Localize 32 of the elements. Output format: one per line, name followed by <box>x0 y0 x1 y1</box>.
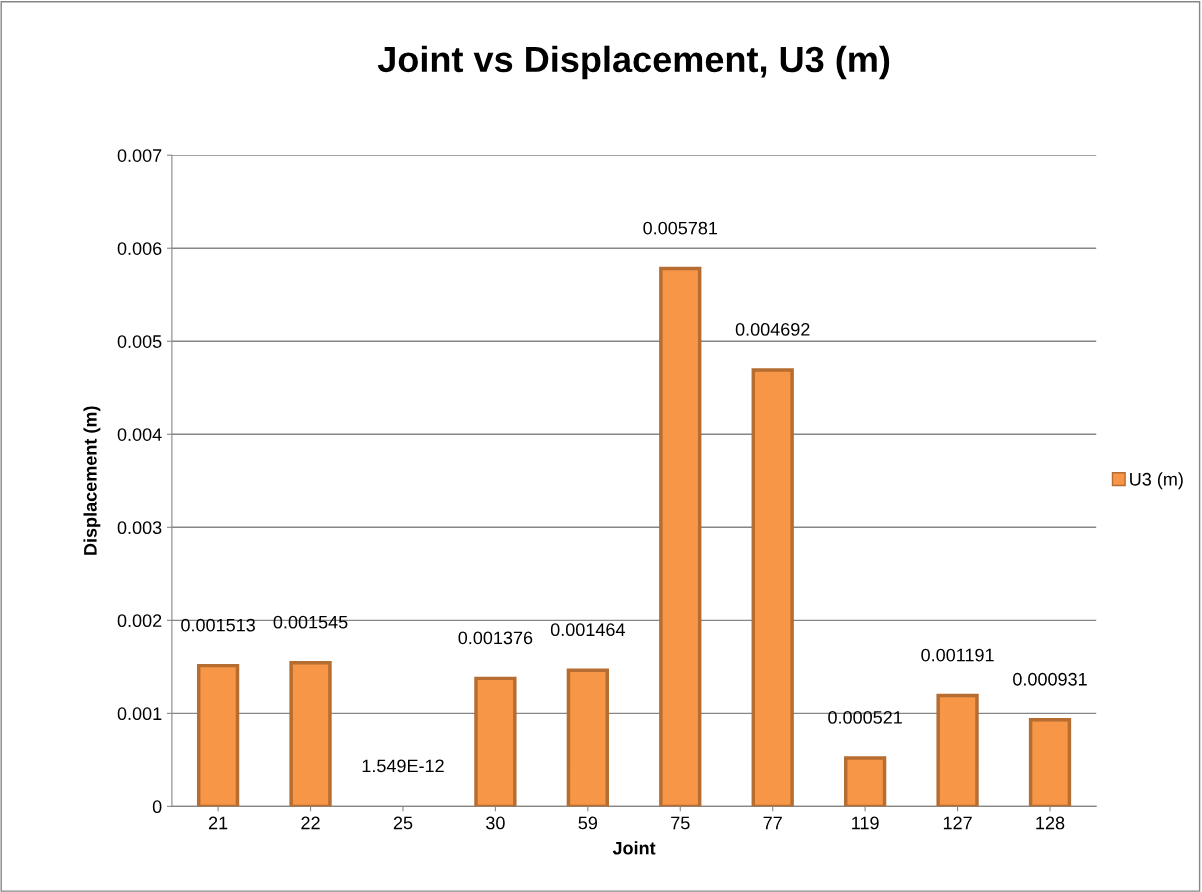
x-tick-label: 22 <box>301 816 320 830</box>
y-tick-label: 0.007 <box>117 149 162 162</box>
y-axis-title: Displacement (m) <box>83 406 101 555</box>
data-label: 0.001376 <box>458 631 533 645</box>
y-tick-label: 0.003 <box>117 521 162 535</box>
data-label: 1.549E-12 <box>362 759 444 773</box>
y-tick-label: 0.004 <box>117 428 162 441</box>
x-tick-label: 59 <box>578 816 598 830</box>
x-tick-label: 128 <box>1036 816 1065 830</box>
y-tick-label: 0.002 <box>117 614 162 628</box>
data-label: 0.004692 <box>735 322 810 336</box>
y-tick-label: 0.006 <box>117 242 162 255</box>
x-tick-label: 127 <box>943 816 972 830</box>
y-tick-label: 0.005 <box>117 335 162 348</box>
data-label: 0.000521 <box>828 710 902 724</box>
x-tick-label: 77 <box>763 816 782 830</box>
y-tick-label: 0 <box>152 800 162 814</box>
x-tick-label: 25 <box>393 816 413 830</box>
x-tick-label: 30 <box>486 816 505 830</box>
data-label: 0.000931 <box>1013 672 1087 686</box>
data-label: 0.001513 <box>181 618 255 632</box>
y-tick-label: 0.001 <box>117 707 162 721</box>
data-label: 0.001545 <box>273 615 348 629</box>
data-label: 0.005781 <box>643 221 718 235</box>
data-label: 0.001191 <box>921 648 994 662</box>
data-label: 0.001464 <box>550 623 625 637</box>
x-axis-title: Joint <box>612 841 656 855</box>
chart-title: Joint vs Displacement, U3 (m) <box>377 45 890 80</box>
x-tick-label: 21 <box>208 816 228 830</box>
legend-label: U3 (m) <box>1130 472 1183 490</box>
x-tick-label: 119 <box>852 816 879 830</box>
x-tick-label: 75 <box>671 816 690 830</box>
